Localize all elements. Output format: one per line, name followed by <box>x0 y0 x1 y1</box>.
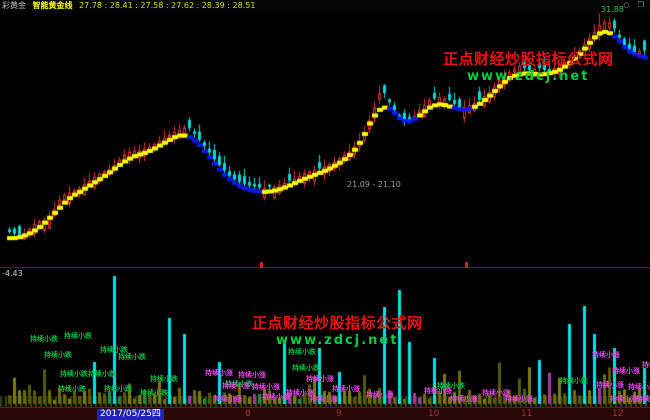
trend-label-up: 持续小涨 <box>612 367 640 375</box>
high-price-label: 31.88 <box>601 5 624 14</box>
trend-label-down: 持续小跌 <box>58 385 86 393</box>
selected-date-box[interactable]: 2017/05/25四 <box>97 409 164 420</box>
trend-label-down: 持续小跌 <box>140 389 168 397</box>
trend-label-down: 持续小跌 <box>288 348 316 356</box>
month-label-8: 8 <box>245 409 251 419</box>
watermark-top-url: www.zdcj.net <box>467 69 590 84</box>
trend-label-down: 持续小跌 <box>118 353 146 361</box>
trend-label-up: 持续小涨 <box>505 395 533 403</box>
trend-label-up: 持续小涨 <box>205 369 233 377</box>
trend-label-up: 持续小涨 <box>636 395 650 403</box>
price-range-label: 21.09 - 21.10 <box>347 180 401 189</box>
trend-label-down: 持续小跌 <box>560 377 588 385</box>
divider-marker-icon <box>465 262 468 268</box>
trend-label-up: 持续小涨 <box>222 382 250 390</box>
trend-label-down: 持续小跌 <box>104 385 132 393</box>
trend-label-down: 持续小跌 <box>437 382 465 390</box>
trend-label-down: 持续小跌 <box>60 370 88 378</box>
month-label-12: 12 <box>612 409 624 419</box>
trend-label-up: 持续小涨 <box>366 391 394 399</box>
trend-label-up: 持续小涨 <box>286 389 314 397</box>
trend-label-up: 持续小涨 <box>310 395 338 403</box>
divider-marker-icon <box>260 262 263 268</box>
trend-label-down: 持续小跌 <box>64 332 92 340</box>
lower-indicator-value: -4.43 <box>2 269 23 278</box>
trend-label-down: 持续小跌 <box>44 351 72 359</box>
watermark-bottom: 正点财经炒股指标公式网 www.zdcj.net <box>252 312 423 348</box>
trend-label-up: 持续小涨 <box>424 387 452 395</box>
timeline-status-bar: 2017/05/25四 8 9 10 11 12 <box>0 407 650 420</box>
pane-divider-line <box>0 267 650 268</box>
trend-label-up: 持续小涨 <box>332 385 360 393</box>
trend-label-up: 持续小涨 <box>610 395 638 403</box>
trend-label-up: 持续小涨 <box>592 351 620 359</box>
trend-label-up: 持续小涨 <box>214 395 242 403</box>
watermark-top-text: 正点财经炒股指标公式网 <box>443 50 614 68</box>
trend-label-up: 持续小涨 <box>252 383 280 391</box>
trend-label-up: 持续小涨 <box>482 389 510 397</box>
watermark-top: 正点财经炒股指标公式网 www.zdcj.net <box>443 48 614 84</box>
trend-label-up: 持续小涨 <box>306 375 334 383</box>
trend-label-down: 持续小跌 <box>150 375 178 383</box>
trend-label-down: 持续小跌 <box>225 380 253 388</box>
month-label-9: 9 <box>336 409 342 419</box>
month-label-10: 10 <box>428 409 440 419</box>
trend-label-down: 持续小跌 <box>100 346 128 354</box>
trend-label-up: 持续小涨 <box>596 381 624 389</box>
trend-label-up: 持续小涨 <box>262 393 290 401</box>
watermark-bottom-url: www.zdcj.net <box>276 333 399 348</box>
trend-label-up: 持续小涨 <box>238 371 266 379</box>
trend-label-up: 持续小涨 <box>450 395 478 403</box>
trend-label-down: 持续小跌 <box>30 335 58 343</box>
trend-label-down: 持续小跌 <box>88 370 116 378</box>
month-label-11: 11 <box>521 409 533 419</box>
trend-label-up: 持续小涨 <box>642 361 650 369</box>
trend-label-down: 持续小跌 <box>292 364 320 372</box>
trend-label-up: 持续小涨 <box>628 383 650 391</box>
watermark-bottom-text: 正点财经炒股指标公式网 <box>252 314 423 332</box>
